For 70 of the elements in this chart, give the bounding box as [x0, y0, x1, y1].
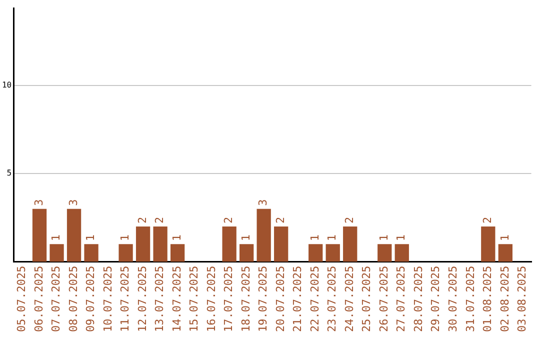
data-label: 1	[170, 234, 184, 242]
x-tick-label: 27.07.2025	[394, 266, 408, 332]
bar	[66, 208, 82, 262]
bar	[32, 208, 47, 262]
y-tick-label: 5	[6, 168, 12, 178]
x-tick-label: 29.07.2025	[429, 266, 442, 332]
x-tick-label: 09.07.2025	[84, 266, 98, 332]
x-tick-label: 03.08.2025	[516, 266, 529, 332]
data-label: 1	[84, 234, 98, 242]
bar	[326, 244, 340, 262]
data-label: 2	[153, 216, 166, 224]
bar	[153, 226, 168, 262]
x-tick-label: 24.07.2025	[342, 266, 356, 332]
data-label: 2	[342, 216, 356, 224]
bar	[50, 244, 64, 262]
data-label: 1	[308, 234, 322, 242]
bar	[481, 226, 496, 262]
bar	[394, 244, 409, 262]
data-label: 2	[136, 216, 149, 224]
x-tick-label: 26.07.2025	[377, 266, 390, 332]
bar	[256, 208, 271, 262]
bar	[308, 244, 323, 262]
bar	[84, 244, 98, 262]
bar	[274, 226, 288, 262]
x-tick-label: 13.07.2025	[153, 266, 166, 332]
data-label: 1	[239, 234, 252, 242]
x-tick-label: 06.07.2025	[32, 266, 46, 332]
data-label: 1	[50, 234, 63, 242]
x-tick-label: 18.07.2025	[239, 266, 252, 332]
x-tick-label: 12.07.2025	[136, 266, 149, 332]
x-tick-label: 15.07.2025	[188, 266, 201, 332]
bar	[118, 244, 133, 262]
x-tick-label: 19.07.2025	[256, 266, 270, 332]
x-tick-label: 16.07.2025	[204, 266, 218, 332]
bar	[170, 244, 185, 262]
x-tick-label: 21.07.2025	[291, 266, 304, 332]
data-label: 1	[394, 234, 408, 242]
x-tick-label: 02.08.2025	[498, 266, 512, 332]
x-tick-label: 20.07.2025	[274, 266, 287, 332]
bar	[378, 244, 392, 262]
x-tick-label: 17.07.2025	[222, 266, 236, 332]
data-label: 2	[274, 216, 287, 224]
data-label: 1	[498, 234, 512, 242]
bar	[240, 244, 254, 262]
data-label: 1	[326, 234, 339, 242]
data-label: 1	[118, 234, 132, 242]
data-label: 3	[256, 199, 270, 206]
data-label: 3	[32, 199, 46, 206]
data-label: 2	[481, 216, 494, 224]
bar	[222, 226, 236, 262]
x-tick-label: 14.07.2025	[170, 266, 184, 332]
x-tick-label: 11.07.2025	[118, 266, 132, 332]
bar	[136, 226, 150, 262]
x-tick-label: 22.07.2025	[308, 266, 322, 332]
bar	[343, 226, 358, 262]
data-label: 3	[66, 199, 80, 206]
x-tick-label: 25.07.2025	[360, 266, 374, 332]
x-tick-label: 07.07.2025	[50, 266, 63, 332]
x-tick-label: 30.07.2025	[446, 266, 460, 332]
x-tick-label: 10.07.2025	[101, 266, 114, 332]
x-tick-label: 31.07.2025	[464, 266, 477, 332]
x-tick-label: 08.07.2025	[66, 266, 80, 332]
data-label: 2	[222, 216, 236, 224]
x-tick-label: 05.07.2025	[15, 266, 28, 332]
y-tick-label: 10	[2, 80, 12, 90]
x-tick-label: 28.07.2025	[412, 266, 425, 332]
data-label: 1	[377, 234, 390, 242]
x-tick-label: 23.07.2025	[326, 266, 339, 332]
bar	[498, 244, 512, 262]
x-tick-label: 01.08.2025	[481, 266, 494, 332]
